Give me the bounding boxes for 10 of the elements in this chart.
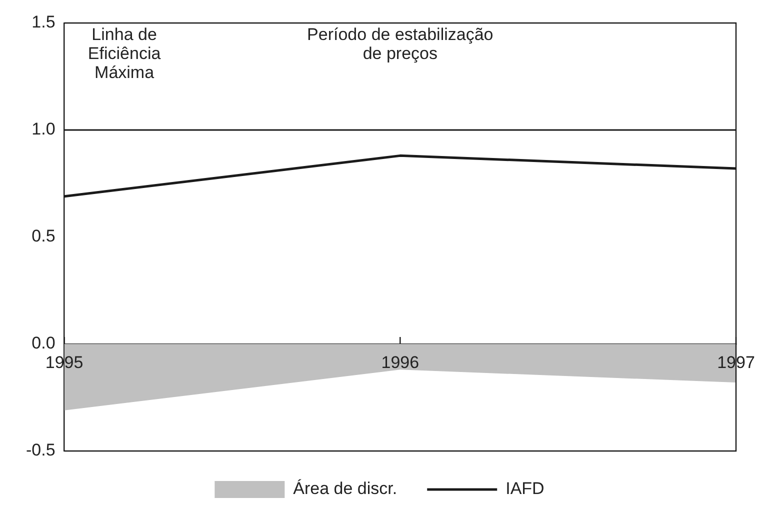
x-tick-label: 1996 [381, 353, 420, 372]
y-tick-label: 1.0 [32, 120, 56, 139]
y-tick-label: 1.5 [32, 12, 56, 32]
annotation: Período de estabilização de preços [307, 25, 494, 64]
y-tick-label: 0.5 [32, 226, 56, 246]
legend-label: IAFD [506, 479, 544, 498]
ref-line-label: Linha de Eficiência Máxima [88, 25, 162, 82]
y-tick-label: 0.0 [32, 334, 56, 353]
y-tick-label: -0.5 [26, 440, 56, 460]
legend-label: Área de discr. [293, 479, 398, 498]
